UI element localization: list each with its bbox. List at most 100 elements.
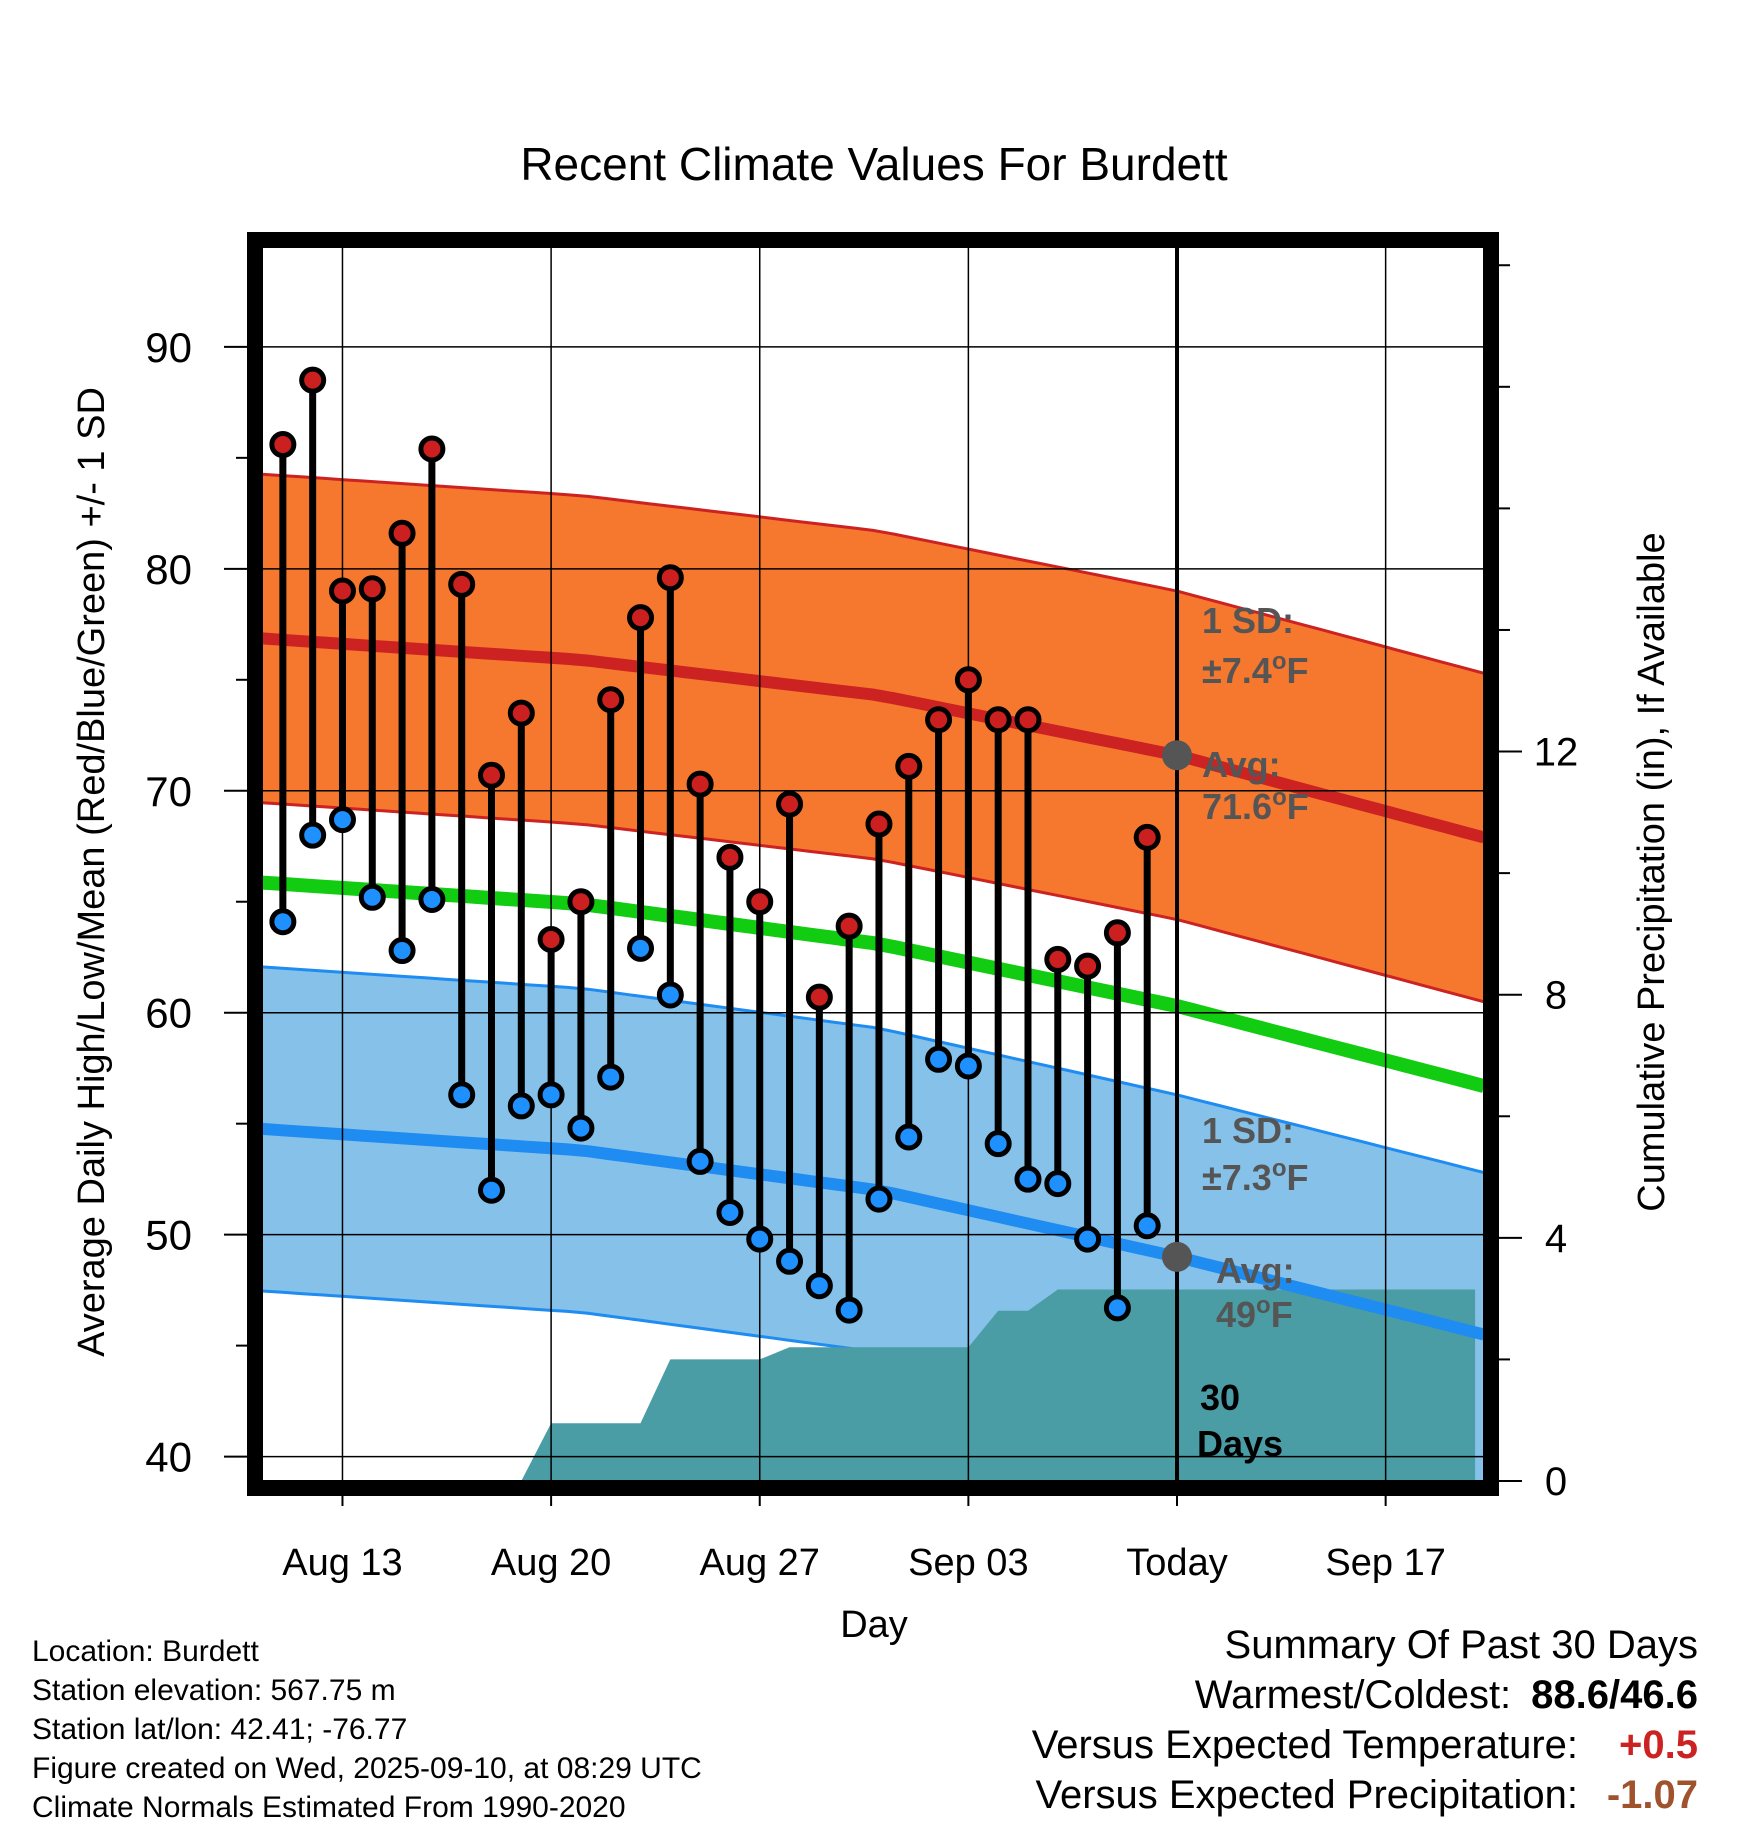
- station-info: Location: Burdett Station elevation: 567…: [32, 1632, 702, 1827]
- station-latlon: Station lat/lon: 42.41; -76.77: [32, 1713, 408, 1746]
- daily-low-point: [835, 1296, 863, 1324]
- low-avg-value: 49oF: [1216, 1292, 1293, 1335]
- days-word-label: Days: [1197, 1423, 1283, 1464]
- daily-low-point: [686, 1147, 714, 1175]
- daily-high-point: [477, 761, 505, 789]
- y-axis-label: Average Daily High/Low/Mean (Red/Blue/Gr…: [71, 387, 113, 1357]
- daily-high-point: [686, 770, 714, 798]
- x-tick-label: Sep 17: [1325, 1542, 1445, 1584]
- daily-low-point: [1133, 1212, 1161, 1240]
- precip-row: Versus Expected Precipitation: -1.07: [1032, 1770, 1698, 1820]
- temp-value: +0.5: [1619, 1723, 1698, 1767]
- daily-low-point: [925, 1045, 953, 1073]
- daily-high-point: [1044, 945, 1072, 973]
- daily-low-point: [865, 1185, 893, 1213]
- y2-tick-label: 12: [1534, 731, 1579, 775]
- high-avg-label: Avg:: [1202, 744, 1281, 785]
- y-tick-label: 70: [145, 768, 192, 815]
- precip-label: Versus Expected Precipitation:: [1035, 1773, 1578, 1817]
- daily-high-point: [925, 706, 953, 734]
- daily-high-point: [299, 366, 327, 394]
- daily-low-point: [448, 1081, 476, 1109]
- daily-high-point: [805, 983, 833, 1011]
- high-sd-lower: [262, 801, 1484, 1004]
- x-tick-label: Aug 20: [491, 1542, 611, 1584]
- x-tick-label: Aug 13: [282, 1542, 402, 1584]
- low-sd-value: ±7.3oF: [1202, 1155, 1308, 1198]
- daily-low-point: [299, 821, 327, 849]
- x-tick-label: Today: [1126, 1542, 1227, 1584]
- summary-panel: Summary Of Past 30 Days Warmest/Coldest:…: [1032, 1620, 1698, 1820]
- daily-high-point: [597, 686, 625, 714]
- plot-frame: [247, 232, 1499, 1496]
- days-count-label: 30: [1200, 1377, 1240, 1418]
- daily-high-point: [627, 604, 655, 632]
- daily-low-point: [656, 981, 684, 1009]
- daily-high-point: [865, 810, 893, 838]
- daily-high-point: [567, 888, 595, 916]
- daily-high-point: [656, 564, 684, 592]
- today-low-normal-marker: [1162, 1241, 1193, 1272]
- daily-high-point: [328, 577, 356, 605]
- daily-low-point: [1074, 1225, 1102, 1253]
- daily-high-point: [537, 925, 565, 953]
- daily-high-point: [507, 699, 535, 727]
- climate-normals: Climate Normals Estimated From 1990-2020: [32, 1791, 626, 1824]
- daily-high-point: [835, 912, 863, 940]
- daily-low-point: [984, 1130, 1012, 1158]
- daily-low-point: [716, 1198, 744, 1226]
- daily-low-point: [597, 1063, 625, 1091]
- daily-low-point: [627, 934, 655, 962]
- daily-low-point: [358, 883, 386, 911]
- low-sd-label: 1 SD:: [1202, 1110, 1294, 1151]
- temp-row: Versus Expected Temperature: +0.5: [1032, 1720, 1698, 1770]
- daily-low-point: [776, 1247, 804, 1275]
- high-sd-band: [262, 474, 1484, 1002]
- station-location: Location: Burdett: [32, 1635, 259, 1668]
- mean-normal-line: [262, 875, 1484, 1093]
- daily-high-point: [1133, 823, 1161, 851]
- daily-low-point: [567, 1114, 595, 1142]
- today-high-normal-marker: [1162, 740, 1193, 771]
- y-tick-label: 40: [145, 1434, 192, 1481]
- daily-high-point: [895, 752, 923, 780]
- daily-high-point: [1074, 952, 1102, 980]
- daily-low-point: [328, 806, 356, 834]
- daily-low-point: [1044, 1170, 1072, 1198]
- daily-low-point: [805, 1272, 833, 1300]
- daily-high-point: [776, 790, 804, 818]
- summary-title: Summary Of Past 30 Days: [1224, 1623, 1698, 1667]
- y-tick-label: 80: [145, 546, 192, 593]
- y-tick-label: 60: [145, 990, 192, 1037]
- high-normal-line: [262, 632, 1484, 844]
- y-tick-label: 90: [145, 324, 192, 371]
- high-sd-label: 1 SD:: [1202, 600, 1294, 641]
- daily-high-point: [388, 519, 416, 547]
- low-sd-upper: [262, 965, 1484, 1174]
- daily-low-point: [418, 886, 446, 914]
- temp-label: Versus Expected Temperature:: [1031, 1723, 1578, 1767]
- warmest-coldest-label: Warmest/Coldest:: [1194, 1673, 1512, 1717]
- y2-axis-label: Cumulative Precipitation (in), If Availa…: [1631, 532, 1673, 1211]
- chart-title: Recent Climate Values For Burdett: [520, 138, 1228, 190]
- daily-low-point: [537, 1081, 565, 1109]
- low-avg-label: Avg:: [1216, 1250, 1295, 1291]
- plot-content: [262, 247, 1484, 1481]
- daily-low-point: [1103, 1294, 1131, 1322]
- warmest-coldest-row: Warmest/Coldest: 88.6/46.6: [1032, 1670, 1698, 1720]
- daily-low-point: [746, 1225, 774, 1253]
- high-sd-upper: [262, 472, 1484, 675]
- daily-low-point: [477, 1176, 505, 1204]
- daily-high-point: [448, 570, 476, 598]
- daily-high-point: [1103, 919, 1131, 947]
- daily-high-point: [984, 706, 1012, 734]
- daily-low-point: [1014, 1165, 1042, 1193]
- y2-tick-label: 0: [1545, 1460, 1567, 1504]
- x-axis-label: Day: [840, 1604, 908, 1646]
- y2-tick-label: 4: [1545, 1217, 1567, 1261]
- daily-low-point: [954, 1052, 982, 1080]
- daily-high-point: [269, 431, 297, 459]
- high-sd-value: ±7.4oF: [1202, 648, 1308, 691]
